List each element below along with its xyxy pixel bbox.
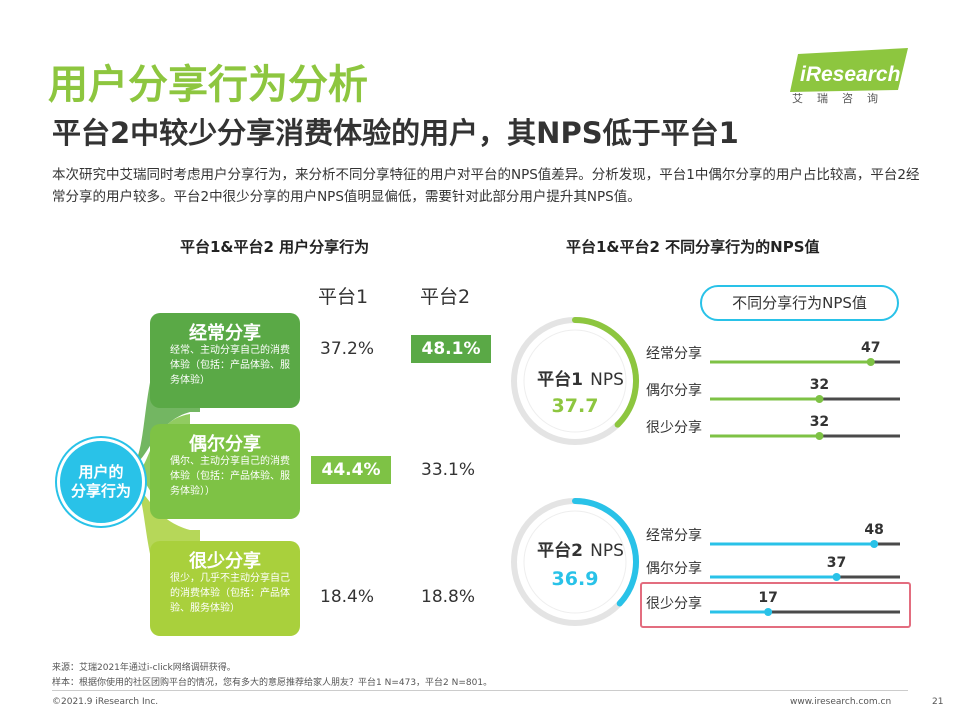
nps-data-label: 37 xyxy=(827,555,846,571)
nps-category-label: 经常分享 xyxy=(646,345,702,362)
p2-gauge-label: 平台2 xyxy=(537,540,583,561)
nps-point xyxy=(870,540,879,548)
p1-occasional-value-highlight: 44.4% xyxy=(311,456,391,484)
p2-gauge-value: 36.9 xyxy=(552,568,599,590)
category-title: 经常分享 xyxy=(189,323,261,344)
page-title: 用户分享行为分析 xyxy=(48,62,368,108)
source-note: 来源：艾瑞2021年通过i-click网络调研获得。 xyxy=(52,663,236,673)
p1-rarely-value: 18.4% xyxy=(320,587,375,607)
nps-data-label: 32 xyxy=(810,414,829,430)
logo-subtitle: 艾瑞咨询 xyxy=(792,92,892,105)
p1-gauge-value: 37.7 xyxy=(552,395,599,417)
p2-gauge-inner xyxy=(523,510,627,614)
nps-category-label: 偶尔分享 xyxy=(646,560,702,577)
nps-data-label: 17 xyxy=(758,590,777,606)
p2-gauge-arc xyxy=(572,498,639,607)
nps-bars-group: 47 经常分享 32 偶尔分享 32 很少分享 48 经常分享 37 偶尔分享 17 很少分享 xyxy=(646,340,900,616)
nps-point xyxy=(815,395,824,403)
left-section-title: 平台1&平台2 用户分享行为 xyxy=(180,238,370,256)
p2-rarely-value: 18.8% xyxy=(421,587,476,607)
logo-name: iResearch xyxy=(800,63,900,86)
nps-point xyxy=(764,608,773,616)
column-header-platform1: 平台1 xyxy=(318,286,369,308)
p1-gauge-nps: NPS xyxy=(590,370,624,390)
p1-gauge-label: 平台1 xyxy=(537,369,583,390)
nps-data-label: 32 xyxy=(810,377,829,393)
center-label-line2: 分享行为 xyxy=(70,482,131,500)
sample-note: 样本：根据你使用的社区团购平台的情况，您有多大的意愿推荐给家人朋友？平台1 N=… xyxy=(52,678,493,688)
category-title: 很少分享 xyxy=(189,551,261,572)
category-description: 经常、主动分享自己的消费体验（包括：产品体验、服务体验） xyxy=(170,345,290,386)
right-section-title: 平台1&平台2 不同分享行为的NPS值 xyxy=(566,238,820,256)
nps-data-label: 48 xyxy=(864,522,883,538)
p1-frequent-value: 37.2% xyxy=(320,339,375,359)
logo-banner-shape xyxy=(790,48,908,92)
intro-paragraph: 本次研究中艾瑞同时考虑用户分享行为，来分析不同分享特征的用户对平台的NPS值差异… xyxy=(52,167,920,205)
p1-gauge-inner xyxy=(523,329,627,433)
nps-point xyxy=(815,432,824,440)
nps-category-label: 经常分享 xyxy=(646,527,702,544)
category-description: 偶尔、主动分享自己的消费体验（包括：产品体验、服务体验）） xyxy=(170,456,290,497)
nps-point xyxy=(832,573,841,581)
column-header-platform2: 平台2 xyxy=(420,286,471,308)
p2-frequent-value-highlight: 48.1% xyxy=(411,335,491,363)
footer-divider xyxy=(52,690,908,691)
category-title: 偶尔分享 xyxy=(189,434,261,455)
page-subtitle: 平台2中较少分享消费体验的用户，其NPS低于平台1 xyxy=(52,116,739,150)
category-description: 很少，几乎不主动分享自己的消费体验（包括：产品体验、服务体验） xyxy=(170,573,290,614)
user-sharing-behavior-circle: 用户的 分享行为 xyxy=(57,438,145,526)
page-number: 21 xyxy=(932,697,944,707)
nps-category-label: 很少分享 xyxy=(646,595,702,612)
nps-category-label: 偶尔分享 xyxy=(646,382,702,399)
nps-legend-pill: 不同分享行为NPS值 xyxy=(700,285,899,321)
nps-category-label: 很少分享 xyxy=(646,419,702,436)
nps-point xyxy=(866,358,875,366)
center-label-line1: 用户的 xyxy=(78,463,124,481)
highlight-rarely-platform2 xyxy=(640,582,911,628)
category-box-rarely: 很少分享 很少，几乎不主动分享自己的消费体验（包括：产品体验、服务体验） xyxy=(150,541,300,636)
nps-data-label: 47 xyxy=(861,340,880,356)
category-box-occasional: 偶尔分享 偶尔、主动分享自己的消费体验（包括：产品体验、服务体验）） xyxy=(150,424,300,519)
p1-gauge-arc xyxy=(572,317,639,428)
iresearch-logo: iResearch xyxy=(790,48,908,92)
p2-occasional-value: 33.1% xyxy=(421,460,476,480)
copyright: ©2021.9 iResearch Inc. xyxy=(52,697,159,707)
p2-gauge-nps: NPS xyxy=(590,541,624,561)
website: www.iresearch.com.cn xyxy=(790,697,892,707)
category-box-frequent: 经常分享 经常、主动分享自己的消费体验（包括：产品体验、服务体验） xyxy=(150,313,300,408)
